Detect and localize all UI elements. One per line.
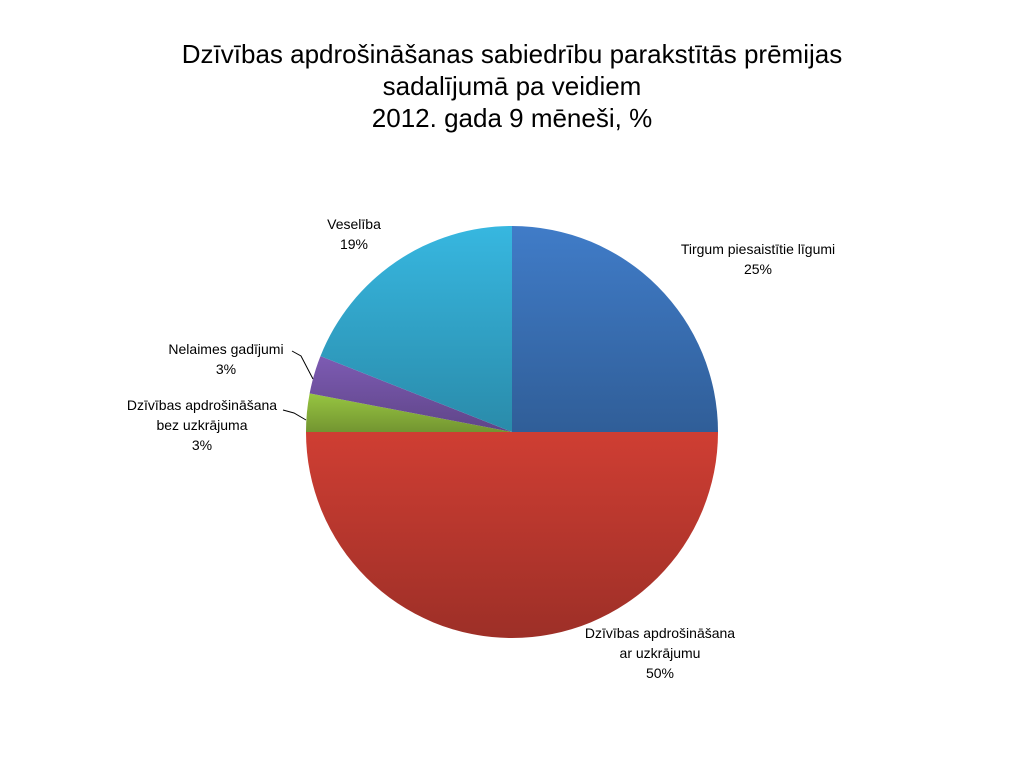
slice-label-4: Nelaimes gadījumi 3% [168, 341, 283, 377]
pie-slice-1 [512, 226, 718, 432]
pie-slice-2 [306, 432, 718, 638]
pie-slice-5 [320, 226, 512, 432]
chart-title-line-2: sadalījumā pa veidiem [382, 71, 642, 101]
pie-slice-4 [309, 356, 512, 432]
pie-slices [306, 226, 718, 638]
slice-label-5: Veselība 19% [327, 216, 381, 252]
chart-title-line-3: 2012. gada 9 mēneši, % [371, 103, 653, 133]
chart-title: Dzīvības apdrošināšanas sabiedrību parak… [0, 38, 1024, 134]
slice-labels: Tirgum piesaistītie līgumi 25% Dzīvības ap… [127, 216, 835, 681]
chart-title-line-1: Dzīvības apdrošināšanas sabiedrību parak… [181, 39, 843, 69]
leader-lines [282, 350, 314, 421]
slice-label-3: Dzīvības apdrošināšana bez uzkrājuma 3% [127, 397, 277, 453]
pie-slice-3 [306, 393, 512, 432]
leader-line-4 [291, 350, 314, 380]
slice-label-2: Dzīvības apdrošināšana ar uzkrājumu 50% [585, 625, 735, 681]
slice-label-1: Tirgum piesaistītie līgumi 25% [681, 241, 835, 277]
leader-line-3 [282, 409, 307, 421]
